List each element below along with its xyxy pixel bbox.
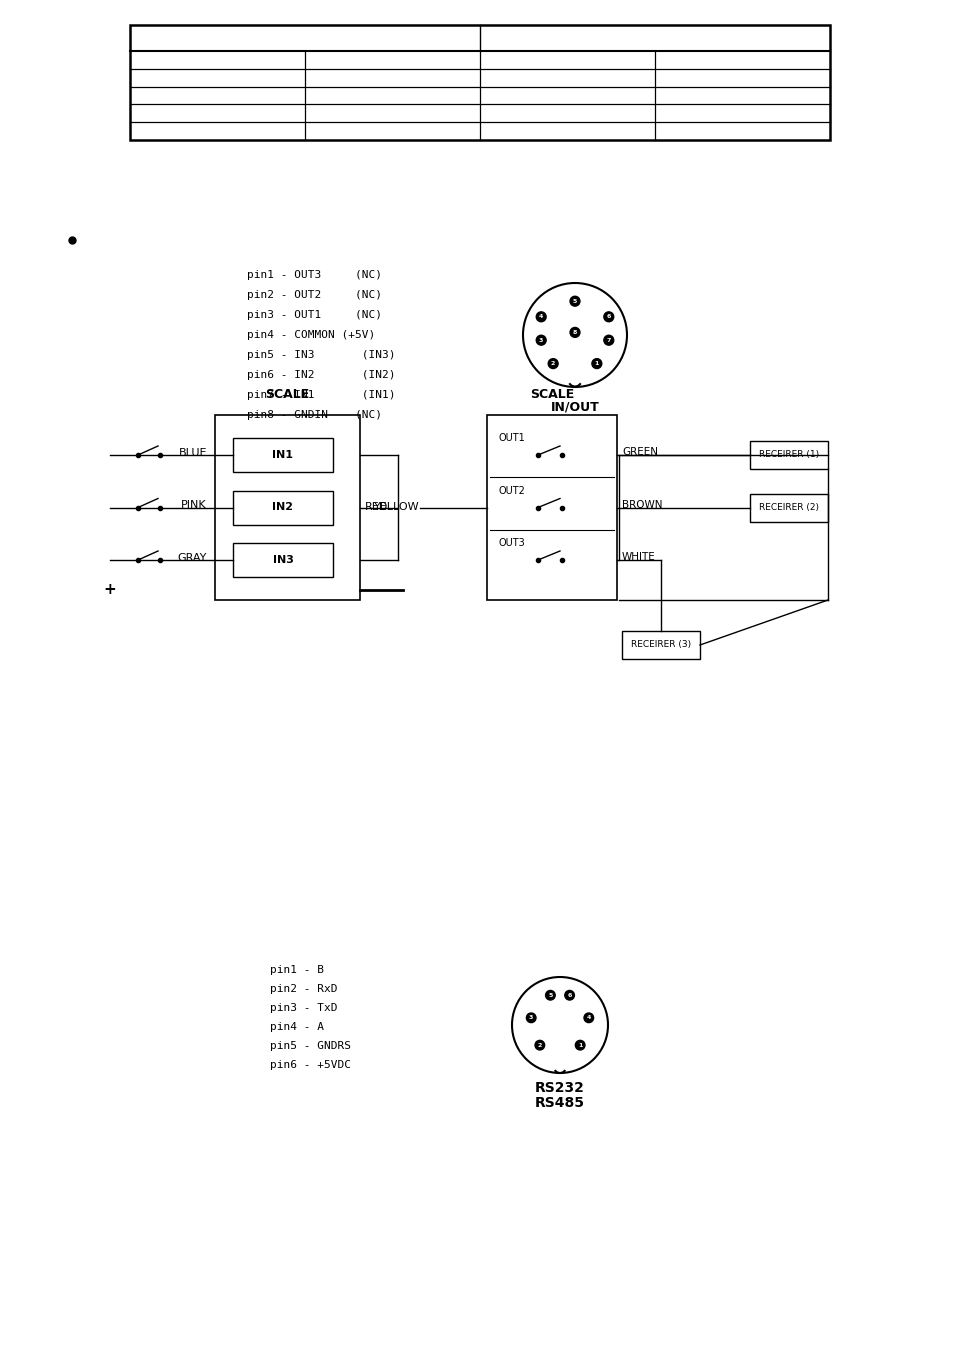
Text: 5: 5 (548, 993, 552, 997)
Text: 7: 7 (606, 337, 610, 343)
Text: 5: 5 (572, 298, 577, 304)
Text: OUT2: OUT2 (498, 485, 525, 496)
Bar (486, 415, 617, 600)
Text: 2: 2 (551, 360, 555, 366)
Circle shape (535, 1041, 544, 1050)
Text: pin2 - OUT2     (NC): pin2 - OUT2 (NC) (247, 290, 381, 299)
Text: 1: 1 (594, 360, 598, 366)
Text: +: + (104, 583, 116, 598)
Text: pin4 - COMMON (+5V): pin4 - COMMON (+5V) (247, 331, 375, 340)
Text: 1: 1 (578, 1042, 581, 1047)
Text: IN1: IN1 (273, 450, 294, 459)
Text: SCALE: SCALE (265, 388, 310, 401)
Text: 3: 3 (538, 337, 543, 343)
Text: BROWN: BROWN (621, 500, 661, 509)
Circle shape (583, 1014, 593, 1023)
Text: pin1 - OUT3     (NC): pin1 - OUT3 (NC) (247, 270, 381, 280)
Circle shape (548, 359, 558, 369)
Text: 4: 4 (538, 314, 543, 320)
Text: RECEIRER (3): RECEIRER (3) (630, 641, 690, 649)
Circle shape (575, 1041, 584, 1050)
Text: pin5 - IN3       (IN3): pin5 - IN3 (IN3) (247, 350, 395, 360)
Text: pin7 - IN1       (IN1): pin7 - IN1 (IN1) (247, 390, 395, 400)
Text: BLUE: BLUE (178, 449, 207, 458)
Text: RS485: RS485 (535, 1096, 584, 1110)
Circle shape (536, 335, 545, 346)
Bar (749, 440, 827, 469)
Bar (233, 438, 333, 472)
Text: RED: RED (365, 503, 388, 512)
Text: 6: 6 (606, 314, 610, 320)
Text: RECEIRER (2): RECEIRER (2) (759, 503, 818, 512)
Text: WHITE: WHITE (621, 551, 655, 562)
Text: 6: 6 (567, 993, 571, 997)
Text: 8: 8 (572, 329, 577, 335)
Bar (621, 631, 700, 659)
Circle shape (570, 328, 579, 337)
Text: RS232: RS232 (535, 1081, 584, 1095)
Text: 2: 2 (537, 1042, 541, 1047)
Text: pin1 - B: pin1 - B (270, 965, 324, 976)
Text: pin3 - TxD: pin3 - TxD (270, 1003, 337, 1014)
Bar (233, 491, 333, 524)
Text: pin2 - RxD: pin2 - RxD (270, 984, 337, 995)
Bar (749, 493, 827, 522)
Text: pin4 - A: pin4 - A (270, 1022, 324, 1033)
Text: PINK: PINK (181, 500, 207, 511)
Text: IN/OUT: IN/OUT (550, 401, 598, 415)
Circle shape (536, 312, 545, 321)
Circle shape (603, 312, 613, 321)
Text: pin5 - GNDRS: pin5 - GNDRS (270, 1041, 351, 1051)
Text: SCALE: SCALE (529, 388, 574, 401)
Text: YELLOW: YELLOW (374, 503, 419, 512)
Bar (233, 543, 333, 577)
Text: IN2: IN2 (273, 503, 294, 512)
Text: GRAY: GRAY (177, 553, 207, 562)
Text: pin6 - IN2       (IN2): pin6 - IN2 (IN2) (247, 370, 395, 379)
Circle shape (603, 335, 613, 346)
Text: OUT3: OUT3 (498, 538, 525, 547)
Text: pin8 - GNDIN    (NC): pin8 - GNDIN (NC) (247, 411, 381, 420)
Text: pin6 - +5VDC: pin6 - +5VDC (270, 1060, 351, 1070)
Text: RECEIRER (1): RECEIRER (1) (759, 450, 819, 459)
Text: pin3 - OUT1     (NC): pin3 - OUT1 (NC) (247, 310, 381, 320)
Text: GREEN: GREEN (621, 447, 658, 457)
Bar (130, 24, 829, 140)
Text: 4: 4 (586, 1015, 590, 1020)
Circle shape (570, 297, 579, 306)
Text: IN3: IN3 (273, 556, 294, 565)
Text: 3: 3 (529, 1015, 533, 1020)
Text: OUT1: OUT1 (498, 434, 525, 443)
Circle shape (564, 991, 574, 1000)
Circle shape (526, 1014, 536, 1023)
Circle shape (545, 991, 555, 1000)
Bar (214, 415, 359, 600)
Circle shape (591, 359, 601, 369)
